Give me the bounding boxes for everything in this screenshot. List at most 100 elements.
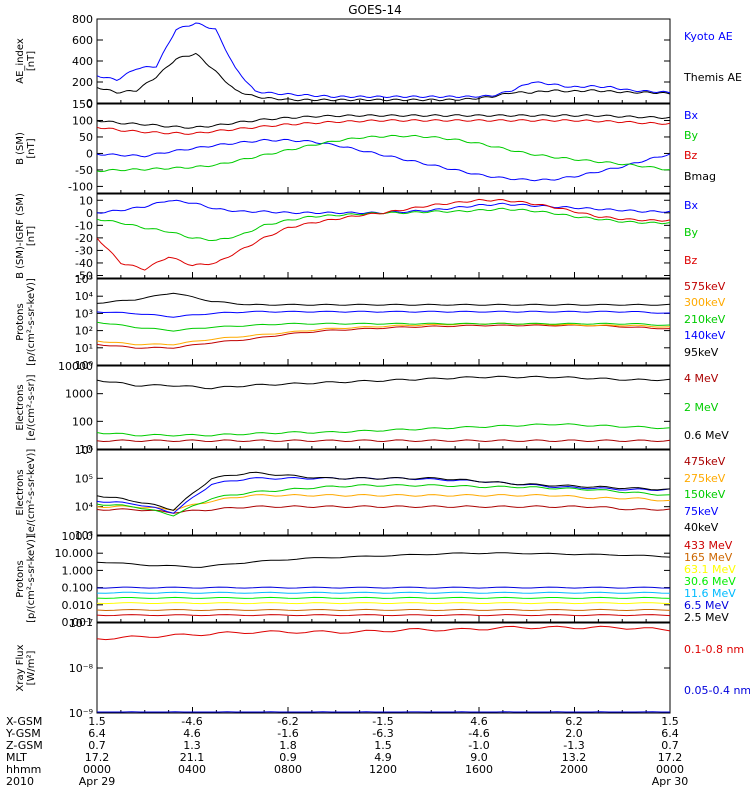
y-tick-label: 100 [72, 114, 93, 127]
ephemeris-cell: 6.2 [565, 715, 583, 728]
ephemeris-cell: 4.6 [470, 715, 488, 728]
legend-entry: Themis AE [683, 71, 742, 84]
y-tick-label: 10⁻⁸ [69, 662, 94, 675]
y-axis-label: [e/(cm²-s-sr-keV)] [26, 449, 37, 537]
y-tick-label: 600 [72, 34, 93, 47]
ephemeris-cell: -1.6 [277, 727, 298, 740]
series-line [96, 471, 671, 511]
ephemeris-row-label: hhmm [6, 763, 41, 776]
y-tick-label: 10⁵ [75, 472, 93, 485]
panel-1: 150 100 50 0 -50 -100 B (SM) [nT] Bx By Bz Bmag [15, 98, 716, 194]
series-line [96, 423, 671, 437]
ephemeris-cell: 0800 [274, 763, 302, 776]
y-tick-label: 0.100 [62, 582, 94, 595]
panel-4: 10000 1000 100 10 Electrons [e/(cm²-s-sr)] 4 M… [15, 360, 729, 456]
y-tick-label: 800 [72, 13, 93, 26]
y-tick-label: 10⁻⁹ [69, 707, 93, 720]
series-line [96, 493, 671, 511]
panel-7: 10⁻⁷ 10⁻⁸ 10⁻⁹ Xray Flux [W/m²] 0.1-0.8 nm 0.0… [15, 617, 750, 720]
series-line [96, 114, 671, 129]
y-axis-label: [p/(cm²-s-sr-keV)] [26, 535, 37, 623]
series-line [96, 505, 671, 514]
series-line [96, 199, 671, 215]
ephemeris-row-label: MLT [6, 751, 27, 764]
ephemeris-cell: 0.7 [88, 739, 106, 752]
y-tick-label: 10.000 [55, 547, 94, 560]
y-axis-label: [W/m²] [26, 650, 37, 685]
ephemeris-cell: 1600 [465, 763, 493, 776]
ephemeris-cell: -1.0 [468, 739, 489, 752]
ephemeris-row-label: 2010 [6, 775, 34, 788]
panel-frame [96, 449, 671, 536]
ephemeris-cell: 1.5 [661, 715, 679, 728]
ephemeris-cell: -6.2 [277, 715, 298, 728]
y-tick-label: -20 [75, 232, 93, 245]
legend-entry: Bz [684, 254, 698, 267]
legend-entry: 433 MeV [684, 539, 733, 552]
ephemeris-cell: -1.5 [372, 715, 393, 728]
ephemeris-row-label: Z-GSM [6, 739, 43, 752]
y-tick-label: 0 [86, 147, 93, 160]
ephemeris-cell: 17.2 [85, 751, 110, 764]
ephemeris-cell: -4.6 [468, 727, 489, 740]
ephemeris-cell: 21.1 [180, 751, 205, 764]
y-axis-label: B (SM) [15, 132, 26, 165]
legend-entry: Kyoto AE [684, 30, 733, 43]
legend-entry: 40keV [684, 521, 719, 534]
legend-entry: 275keV [684, 472, 726, 485]
series-line [96, 310, 671, 318]
series-line [96, 608, 671, 612]
y-axis-label: Xray Flux [15, 644, 26, 691]
y-tick-label: -100 [68, 180, 93, 193]
ephemeris-cell: 0400 [178, 763, 206, 776]
legend-entry: Bx [684, 199, 699, 212]
y-tick-label: -40 [75, 257, 93, 270]
ephemeris-cell: 2.0 [565, 727, 583, 740]
y-tick-label: 0 [86, 97, 93, 110]
y-axis-label: AE_index [15, 38, 26, 84]
y-tick-label: 10² [75, 325, 93, 338]
y-tick-label: -50 [75, 164, 93, 177]
legend-entry: 30.6 MeV [684, 575, 736, 588]
y-tick-label: 0 [86, 207, 93, 220]
y-tick-label: 10⁻⁷ [69, 617, 93, 630]
ephemeris-cell: 4.9 [374, 751, 392, 764]
y-axis-label: Electrons [15, 469, 26, 515]
ephemeris-cell: Apr 29 [79, 775, 116, 788]
y-tick-label: -30 [75, 244, 93, 257]
legend-entry: 75keV [684, 505, 719, 518]
ephemeris-cell: -4.6 [181, 715, 202, 728]
y-tick-label: 10¹ [75, 342, 93, 355]
y-axis-label: Protons [15, 560, 26, 597]
panel-5: 10⁶ 10⁵ 10⁴ 10³ Electrons [e/(cm²-s-sr-keV)] 4… [15, 444, 726, 542]
legend-entry: 575keV [684, 280, 726, 293]
y-tick-label: 10³ [75, 529, 93, 542]
ephemeris-row-label: Y-GSM [5, 727, 41, 740]
chart-title: GOES-14 [348, 3, 402, 17]
series-line [96, 324, 671, 349]
legend-entry: 0.05-0.4 nm [684, 684, 750, 697]
ephemeris-cell: 4.6 [183, 727, 201, 740]
y-tick-label: 10³ [75, 307, 93, 320]
series-line [96, 602, 671, 605]
series-line [96, 591, 671, 594]
legend-entry: 0.6 MeV [684, 429, 729, 442]
ephemeris-cell: 1.5 [88, 715, 106, 728]
series-line [96, 322, 671, 346]
y-tick-label: -50 [75, 269, 93, 282]
panel-3: 10⁵ 10⁴ 10³ 10² 10¹ 10⁰ Protons [p/(cm²-s-sr-ke… [15, 273, 726, 372]
ephemeris-cell: Apr 30 [652, 775, 689, 788]
ephemeris-cell: 6.4 [661, 727, 679, 740]
panel-0: 800 600 400 200 0 AE_index [nT] Kyoto AE Themis … [15, 13, 742, 110]
ephemeris-table: X-GSMY-GSMZ-GSMMLThhmm20101.56.40.717.20… [5, 715, 688, 788]
legend-entry: 0.1-0.8 nm [684, 643, 744, 656]
series-line [96, 625, 671, 641]
y-tick-label: 10⁵ [75, 273, 93, 286]
y-tick-label: -10 [75, 219, 93, 232]
y-tick-label: 100 [72, 415, 93, 428]
panel-2: 100-10-20-30-40-50 B (SM)-IGRF (SM) [nT] Bx… [15, 193, 699, 282]
legend-entry: 165 MeV [684, 551, 733, 564]
ephemeris-cell: 9.0 [470, 751, 488, 764]
y-axis-label: [nT] [26, 138, 37, 158]
